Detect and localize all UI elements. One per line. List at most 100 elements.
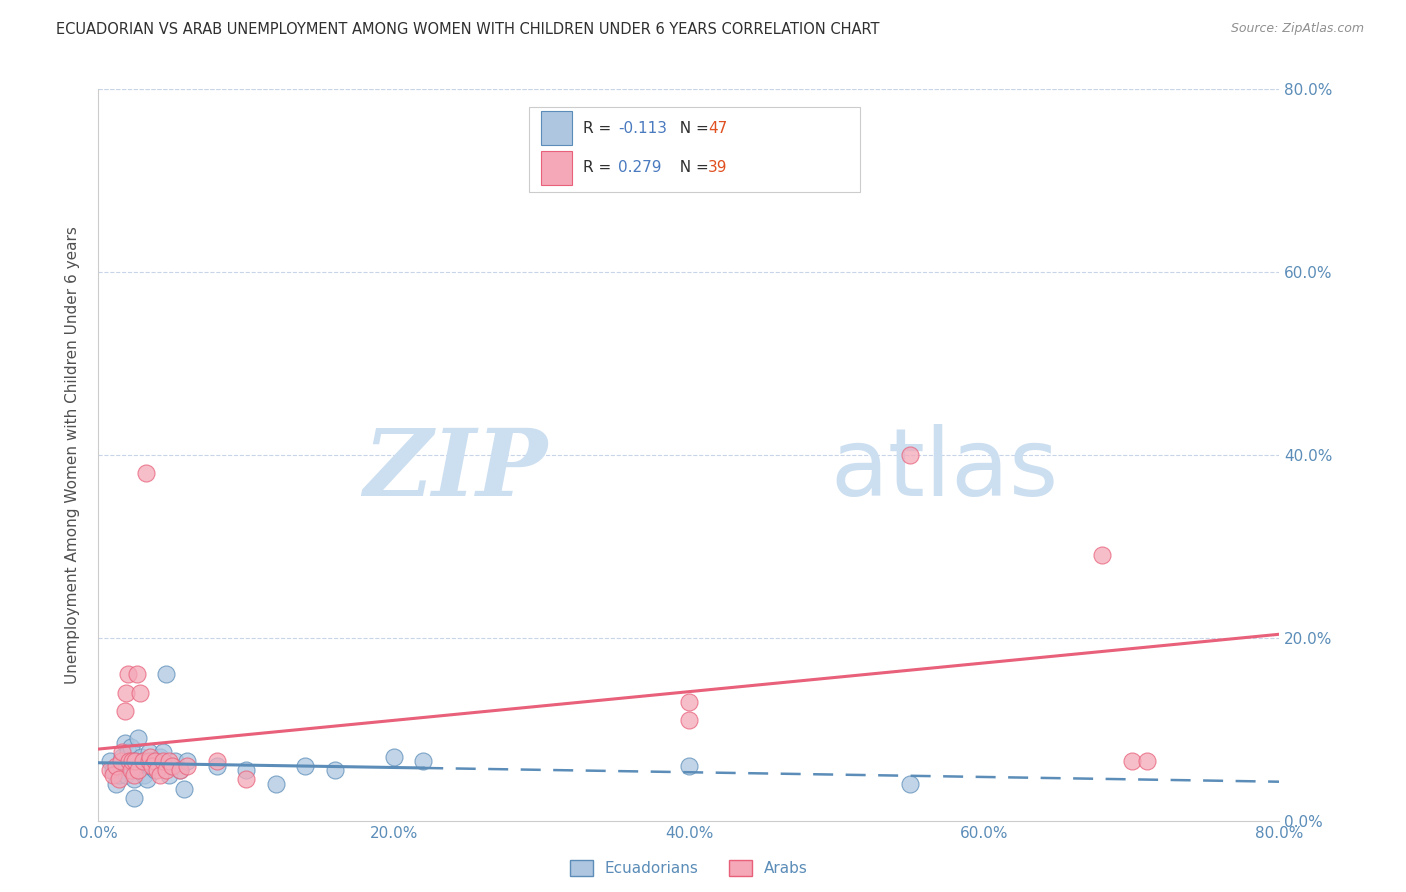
Point <box>162 758 183 772</box>
Text: Source: ZipAtlas.com: Source: ZipAtlas.com <box>1230 22 1364 36</box>
Point <box>105 777 128 791</box>
Text: N =: N = <box>671 161 714 176</box>
Text: ECUADORIAN VS ARAB UNEMPLOYMENT AMONG WOMEN WITH CHILDREN UNDER 6 YEARS CORRELAT: ECUADORIAN VS ARAB UNEMPLOYMENT AMONG WO… <box>56 22 880 37</box>
Point <box>1135 754 1157 768</box>
Point <box>120 764 142 778</box>
Point <box>678 758 700 772</box>
Point <box>139 758 162 772</box>
Point <box>382 749 405 764</box>
Point <box>124 754 146 768</box>
Point <box>1091 549 1114 563</box>
Point <box>122 768 145 782</box>
Point <box>138 745 160 759</box>
Point <box>1121 754 1143 768</box>
Point <box>134 768 156 782</box>
Point <box>155 764 177 778</box>
Text: -0.113: -0.113 <box>619 121 666 136</box>
Point <box>149 749 172 764</box>
Point <box>139 749 162 764</box>
Point <box>235 764 257 778</box>
Point <box>120 740 142 755</box>
Point <box>900 448 922 462</box>
Point <box>165 754 187 768</box>
Point <box>149 768 172 782</box>
Point <box>294 758 316 772</box>
Point <box>118 754 141 768</box>
Point <box>129 749 152 764</box>
Point <box>157 768 180 782</box>
Point <box>169 764 191 778</box>
Point <box>105 758 128 772</box>
Point <box>136 772 159 787</box>
Point <box>141 758 163 772</box>
Point <box>138 754 160 768</box>
Point <box>678 695 700 709</box>
Text: R =: R = <box>583 121 616 136</box>
Point <box>146 764 169 778</box>
Point <box>115 685 138 699</box>
Y-axis label: Unemployment Among Women with Children Under 6 years: Unemployment Among Women with Children U… <box>65 226 80 684</box>
Point <box>143 754 166 768</box>
Point <box>264 777 287 791</box>
Point <box>146 754 169 768</box>
Point <box>125 667 148 681</box>
Point <box>103 764 125 778</box>
Point <box>103 768 125 782</box>
Point <box>900 777 922 791</box>
Point <box>157 754 180 768</box>
Point <box>108 772 131 787</box>
Point <box>152 745 174 759</box>
Point <box>132 754 155 768</box>
Point <box>110 758 132 772</box>
Point <box>176 758 198 772</box>
Point <box>155 667 177 681</box>
Point <box>169 764 191 778</box>
Text: atlas: atlas <box>831 424 1059 516</box>
Point <box>173 781 195 796</box>
Point <box>128 685 150 699</box>
Point <box>125 764 148 778</box>
Point <box>162 758 183 772</box>
Point <box>114 764 136 778</box>
Point <box>127 731 149 746</box>
Point <box>117 667 139 681</box>
Point <box>176 754 198 768</box>
Point <box>135 466 157 480</box>
Text: R =: R = <box>583 161 616 176</box>
Point <box>98 754 121 768</box>
Point <box>122 790 145 805</box>
Point <box>127 764 149 778</box>
Text: 47: 47 <box>709 121 727 136</box>
Point <box>110 754 132 768</box>
Text: 0.279: 0.279 <box>619 161 662 176</box>
Point <box>121 764 143 778</box>
Point <box>412 754 434 768</box>
Legend: Ecuadorians, Arabs: Ecuadorians, Arabs <box>564 855 814 882</box>
Point <box>114 736 136 750</box>
Point <box>124 754 146 768</box>
Point <box>111 749 134 764</box>
Text: 39: 39 <box>709 161 727 176</box>
Point <box>141 754 163 768</box>
Point <box>117 745 139 759</box>
Point <box>122 772 145 787</box>
Point <box>128 758 150 772</box>
Point <box>143 764 166 778</box>
Point <box>235 772 257 787</box>
Text: N =: N = <box>671 121 714 136</box>
Text: ZIP: ZIP <box>363 425 547 515</box>
Point <box>135 758 157 772</box>
Point <box>678 713 700 727</box>
Point <box>152 754 174 768</box>
Point <box>114 704 136 718</box>
Point <box>121 754 143 768</box>
Point <box>111 745 134 759</box>
Point <box>98 764 121 778</box>
Point <box>132 754 155 768</box>
Point <box>323 764 346 778</box>
Point <box>205 758 228 772</box>
Point <box>115 768 138 782</box>
Point <box>205 754 228 768</box>
Point <box>108 768 131 782</box>
Point <box>118 754 141 768</box>
